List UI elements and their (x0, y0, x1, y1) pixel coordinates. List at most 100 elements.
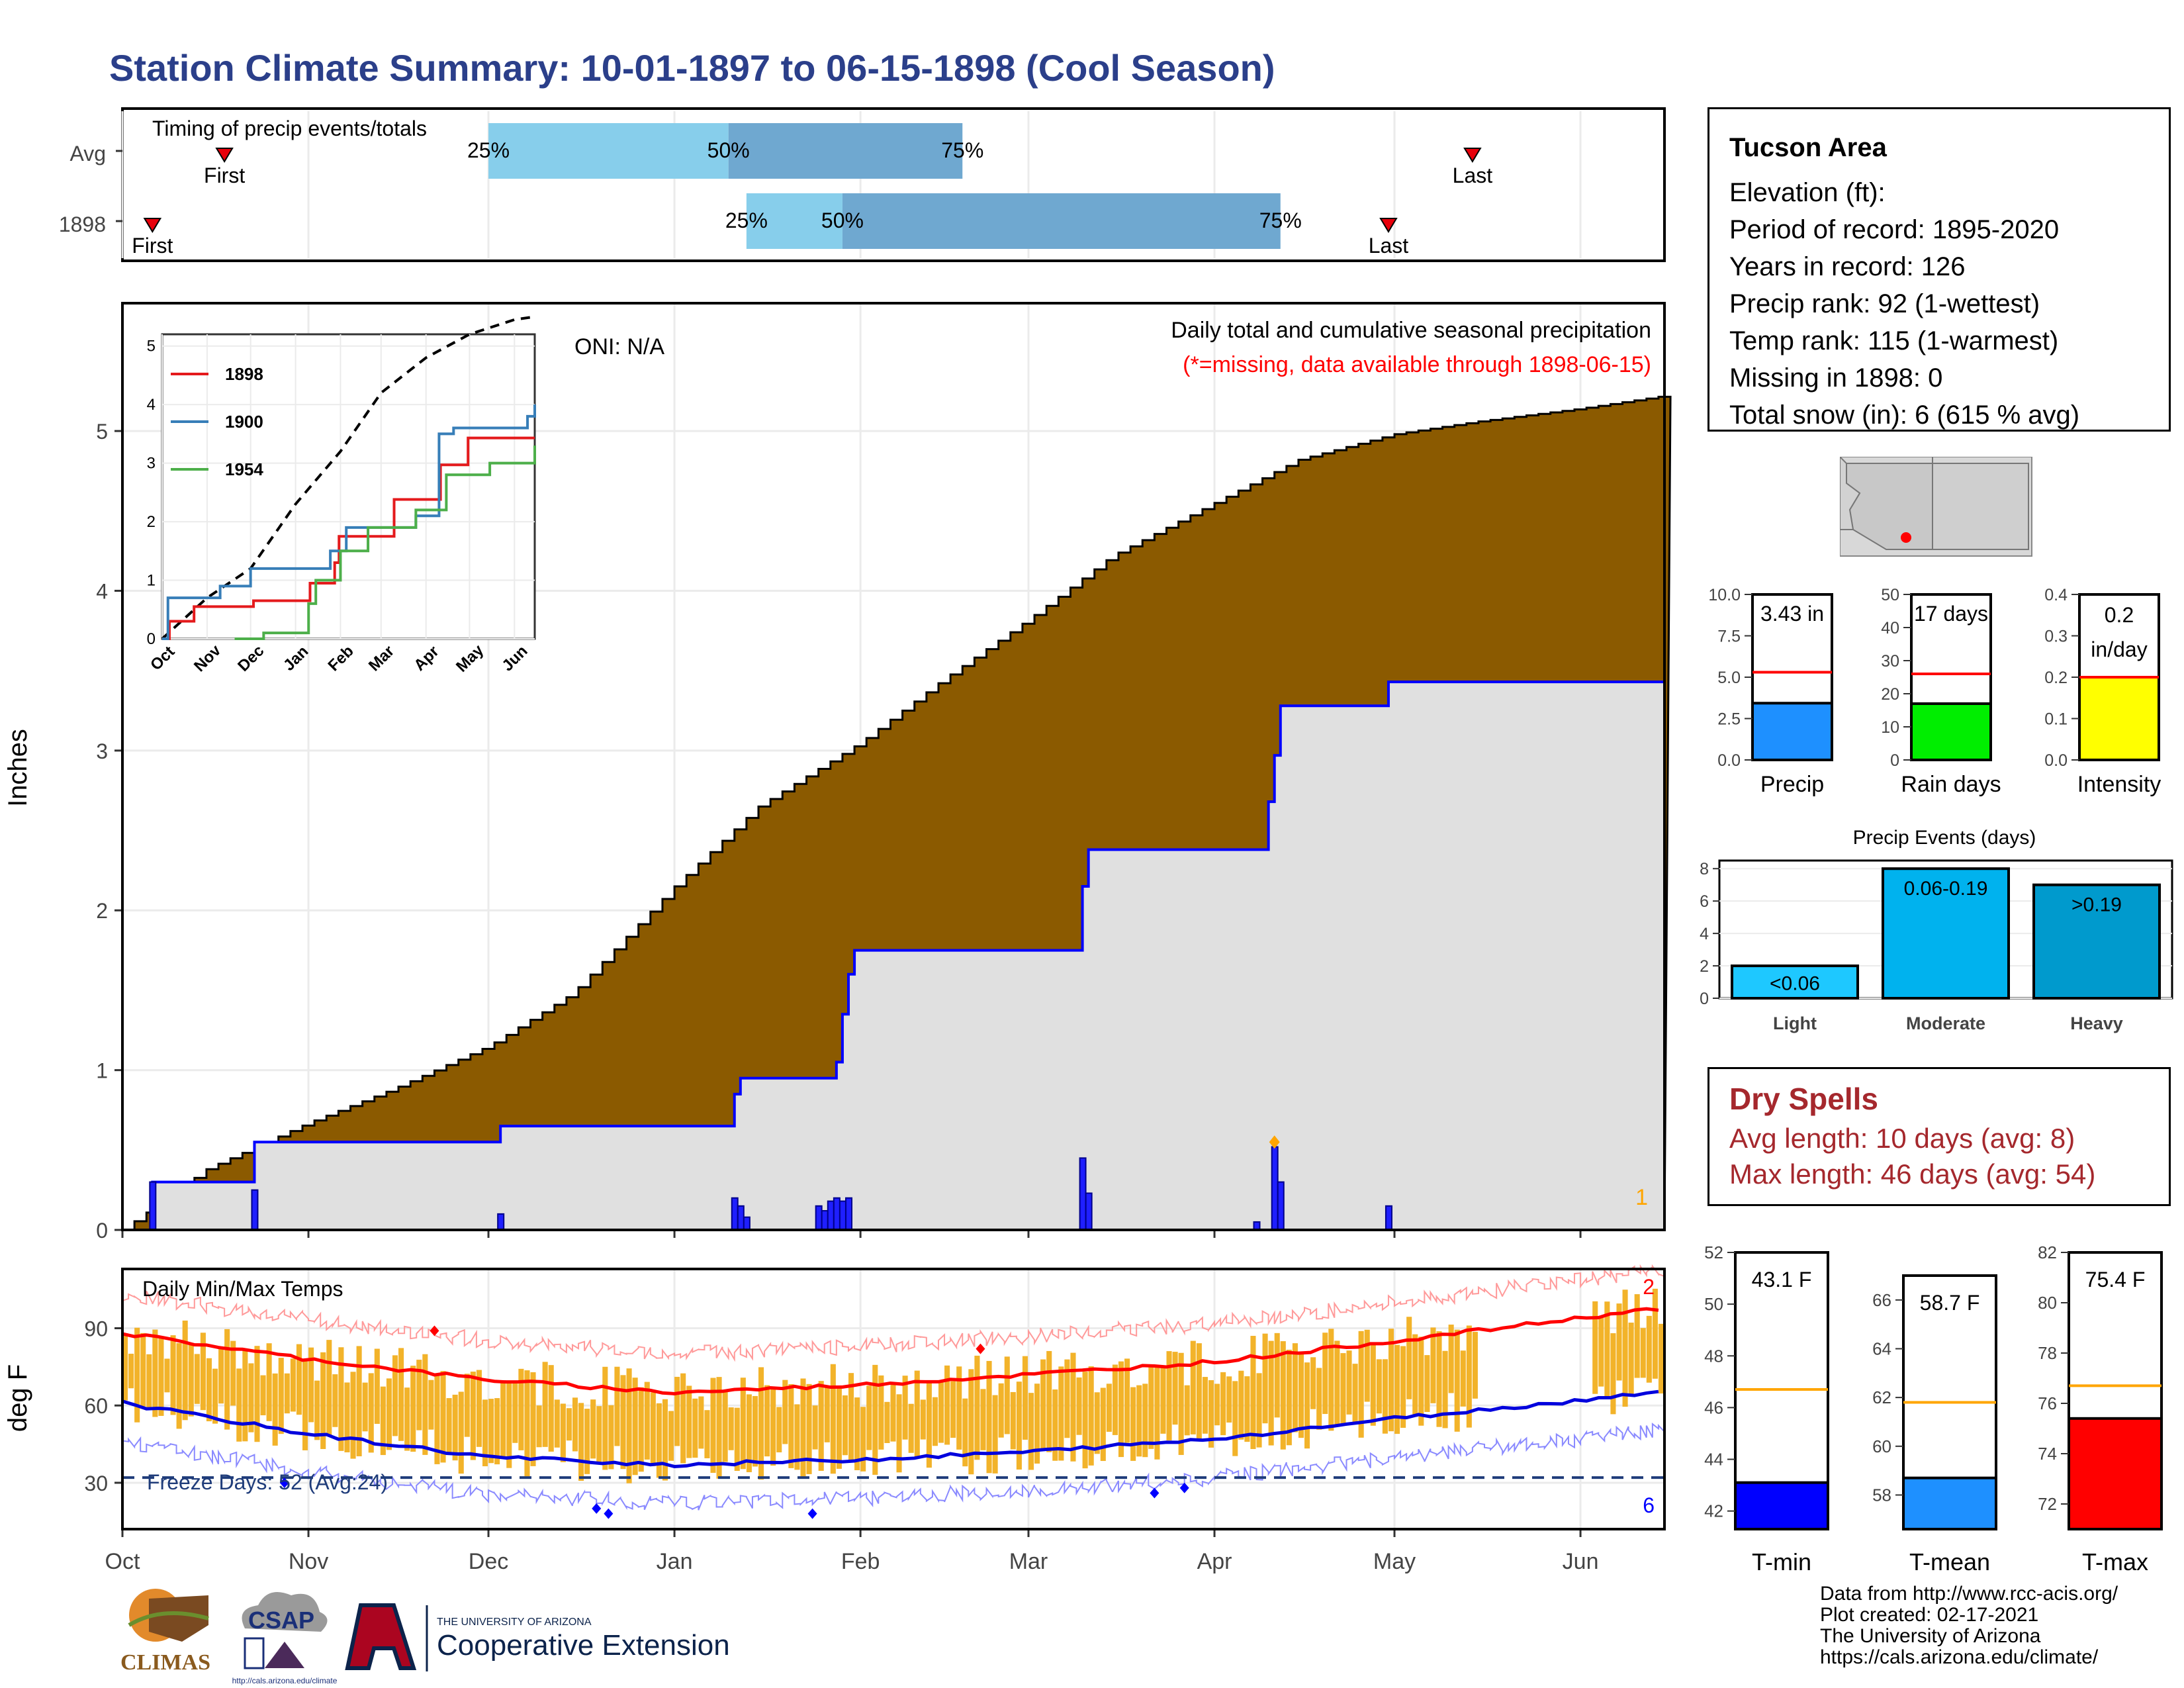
oni-label: ONI: N/A (574, 334, 664, 359)
temp-extreme-marker (1150, 1487, 1160, 1499)
inset-y-tick-label: 5 (147, 338, 156, 355)
daily-temp-bar (1364, 1329, 1370, 1402)
daily-temp-bar (446, 1398, 452, 1452)
daily-temp-bar (236, 1368, 242, 1442)
daily-temp-bar (146, 1354, 152, 1409)
daily-temp-bar (818, 1381, 824, 1471)
timing-bar-q2 (728, 123, 963, 179)
daily-temp-bar (938, 1381, 944, 1443)
precip-max-marker (1269, 1135, 1280, 1149)
daily-temp-bar (1592, 1301, 1598, 1394)
daily-temp-bar (770, 1388, 776, 1466)
daily-temp-bar (1190, 1340, 1196, 1434)
timing-panel: 25% 50% 75% First Last 25% 50% 75% First Last Tim… (59, 107, 1666, 262)
inset-frame (161, 333, 536, 640)
events-bar (1731, 964, 1859, 1000)
daily-temp-bar (650, 1392, 656, 1466)
daily-temp-bar (1418, 1336, 1424, 1426)
daily-temp-bar (926, 1382, 932, 1468)
precip-y-axis-label: Inches (3, 729, 32, 807)
daily-temp-bar (590, 1399, 596, 1459)
daily-temp-bar (338, 1347, 344, 1451)
small-bar-tick-label: 2.5 (1717, 710, 1741, 729)
daily-temp-bar (1208, 1380, 1214, 1448)
events-category-label: Moderate (1906, 1013, 1985, 1033)
daily-temp-bar (746, 1394, 752, 1472)
small-bar-tick-label: 50 (1881, 586, 1899, 604)
temps-y-tick-label: 30 (84, 1472, 108, 1495)
inset-y-tick-label: 1 (147, 572, 156, 590)
missing-note: (*=missing, data available through 1898-… (1183, 352, 1651, 377)
daily-temp-bar (518, 1368, 524, 1450)
small-bar-tick-label: 0 (1890, 751, 1899, 770)
daily-temp-bar (1220, 1372, 1226, 1436)
timing-row-1898-label: 1898 (59, 212, 106, 236)
daily-temp-bar (1634, 1294, 1640, 1378)
daily-temp-bar (356, 1346, 362, 1456)
timing-bar-q1 (488, 123, 729, 179)
daily-temp-bar (440, 1371, 446, 1463)
temps-panel: 30 60 90 Oct Nov Dec Jan Feb Mar Apr May Jun Daily… (3, 1264, 1666, 1574)
record-max-line (122, 1264, 1665, 1362)
daily-temp-bar (644, 1382, 650, 1460)
precip-y-tick-label: 2 (96, 899, 108, 923)
daily-temp-bar (1412, 1334, 1418, 1417)
daily-temp-bar (1436, 1331, 1442, 1427)
daily-temp-bar (602, 1366, 608, 1470)
daily-temp-bar (896, 1394, 902, 1473)
daily-temp-bar (530, 1372, 536, 1466)
temp-bar-tick-label: 74 (2038, 1444, 2057, 1464)
credit-line: https://cals.arizona.edu/climate/ (1820, 1646, 2099, 1668)
temps-y-tick-label: 90 (84, 1317, 108, 1340)
daily-temp-bar (1070, 1352, 1076, 1462)
record-min-line (122, 1422, 1665, 1511)
daily-temp-bar (1454, 1329, 1460, 1432)
ua-logo-a (345, 1603, 417, 1670)
daily-temp-bar (1058, 1366, 1064, 1461)
daily-temp-bar (620, 1375, 626, 1470)
logos: CLIMAS CSAP http://cals.arizona.edu/clim… (120, 1589, 730, 1685)
daily-temp-bar (1598, 1317, 1604, 1387)
daily-temp-bar (722, 1391, 728, 1462)
temp-bar-tick-label: 48 (1704, 1346, 1723, 1366)
daily-temp-bar (362, 1382, 368, 1432)
daily-temp-bar (1466, 1325, 1472, 1428)
events-tick-label: 4 (1700, 925, 1709, 943)
daily-temp-bar (548, 1365, 554, 1452)
timing-marker-triangle (143, 218, 162, 233)
daily-temp-bar (482, 1399, 488, 1467)
daily-temp-bar (464, 1374, 470, 1437)
small-bar-tick-label: 20 (1881, 685, 1899, 704)
temp-bar-tick-label: 62 (1872, 1387, 1891, 1407)
daily-temp-bar (452, 1394, 458, 1461)
daily-temp-bar (992, 1395, 998, 1474)
temps-title: Daily Min/Max Temps (142, 1277, 343, 1301)
daily-temp-bar (656, 1403, 662, 1478)
daily-temp-bar (200, 1333, 206, 1411)
month-tick-label: May (1373, 1549, 1416, 1574)
small-bar-value-label: 0.2 (2105, 603, 2134, 627)
daily-temp-bar (524, 1370, 530, 1477)
daily-temp-bar (470, 1372, 476, 1460)
daily-temp-bar (854, 1397, 860, 1470)
daily-temp-bar (1448, 1325, 1454, 1393)
daily-temp-bar (1628, 1323, 1634, 1397)
daily-temp-bar (1028, 1393, 1034, 1470)
daily-temp-bar (212, 1368, 218, 1424)
daily-temp-bar (536, 1405, 542, 1448)
daily-temp-bar (824, 1387, 830, 1442)
station-name: Tucson Area (1729, 133, 1887, 162)
daily-temp-bar (812, 1405, 818, 1450)
station-line: Elevation (ft): (1729, 178, 1886, 207)
daily-temp-bar (1112, 1364, 1118, 1435)
daily-temp-bar (1652, 1288, 1658, 1379)
daily-temp-bar (416, 1360, 422, 1430)
station-location-dot (1901, 532, 1911, 543)
daily-temp-bar (728, 1407, 734, 1450)
daily-temp-bar (1124, 1358, 1130, 1443)
daily-temp-bar (1406, 1317, 1412, 1399)
daily-temp-bar (980, 1389, 986, 1450)
daily-temp-bar (170, 1335, 176, 1415)
daily-temp-bar (1334, 1340, 1340, 1425)
month-tick-label: Nov (289, 1549, 328, 1574)
